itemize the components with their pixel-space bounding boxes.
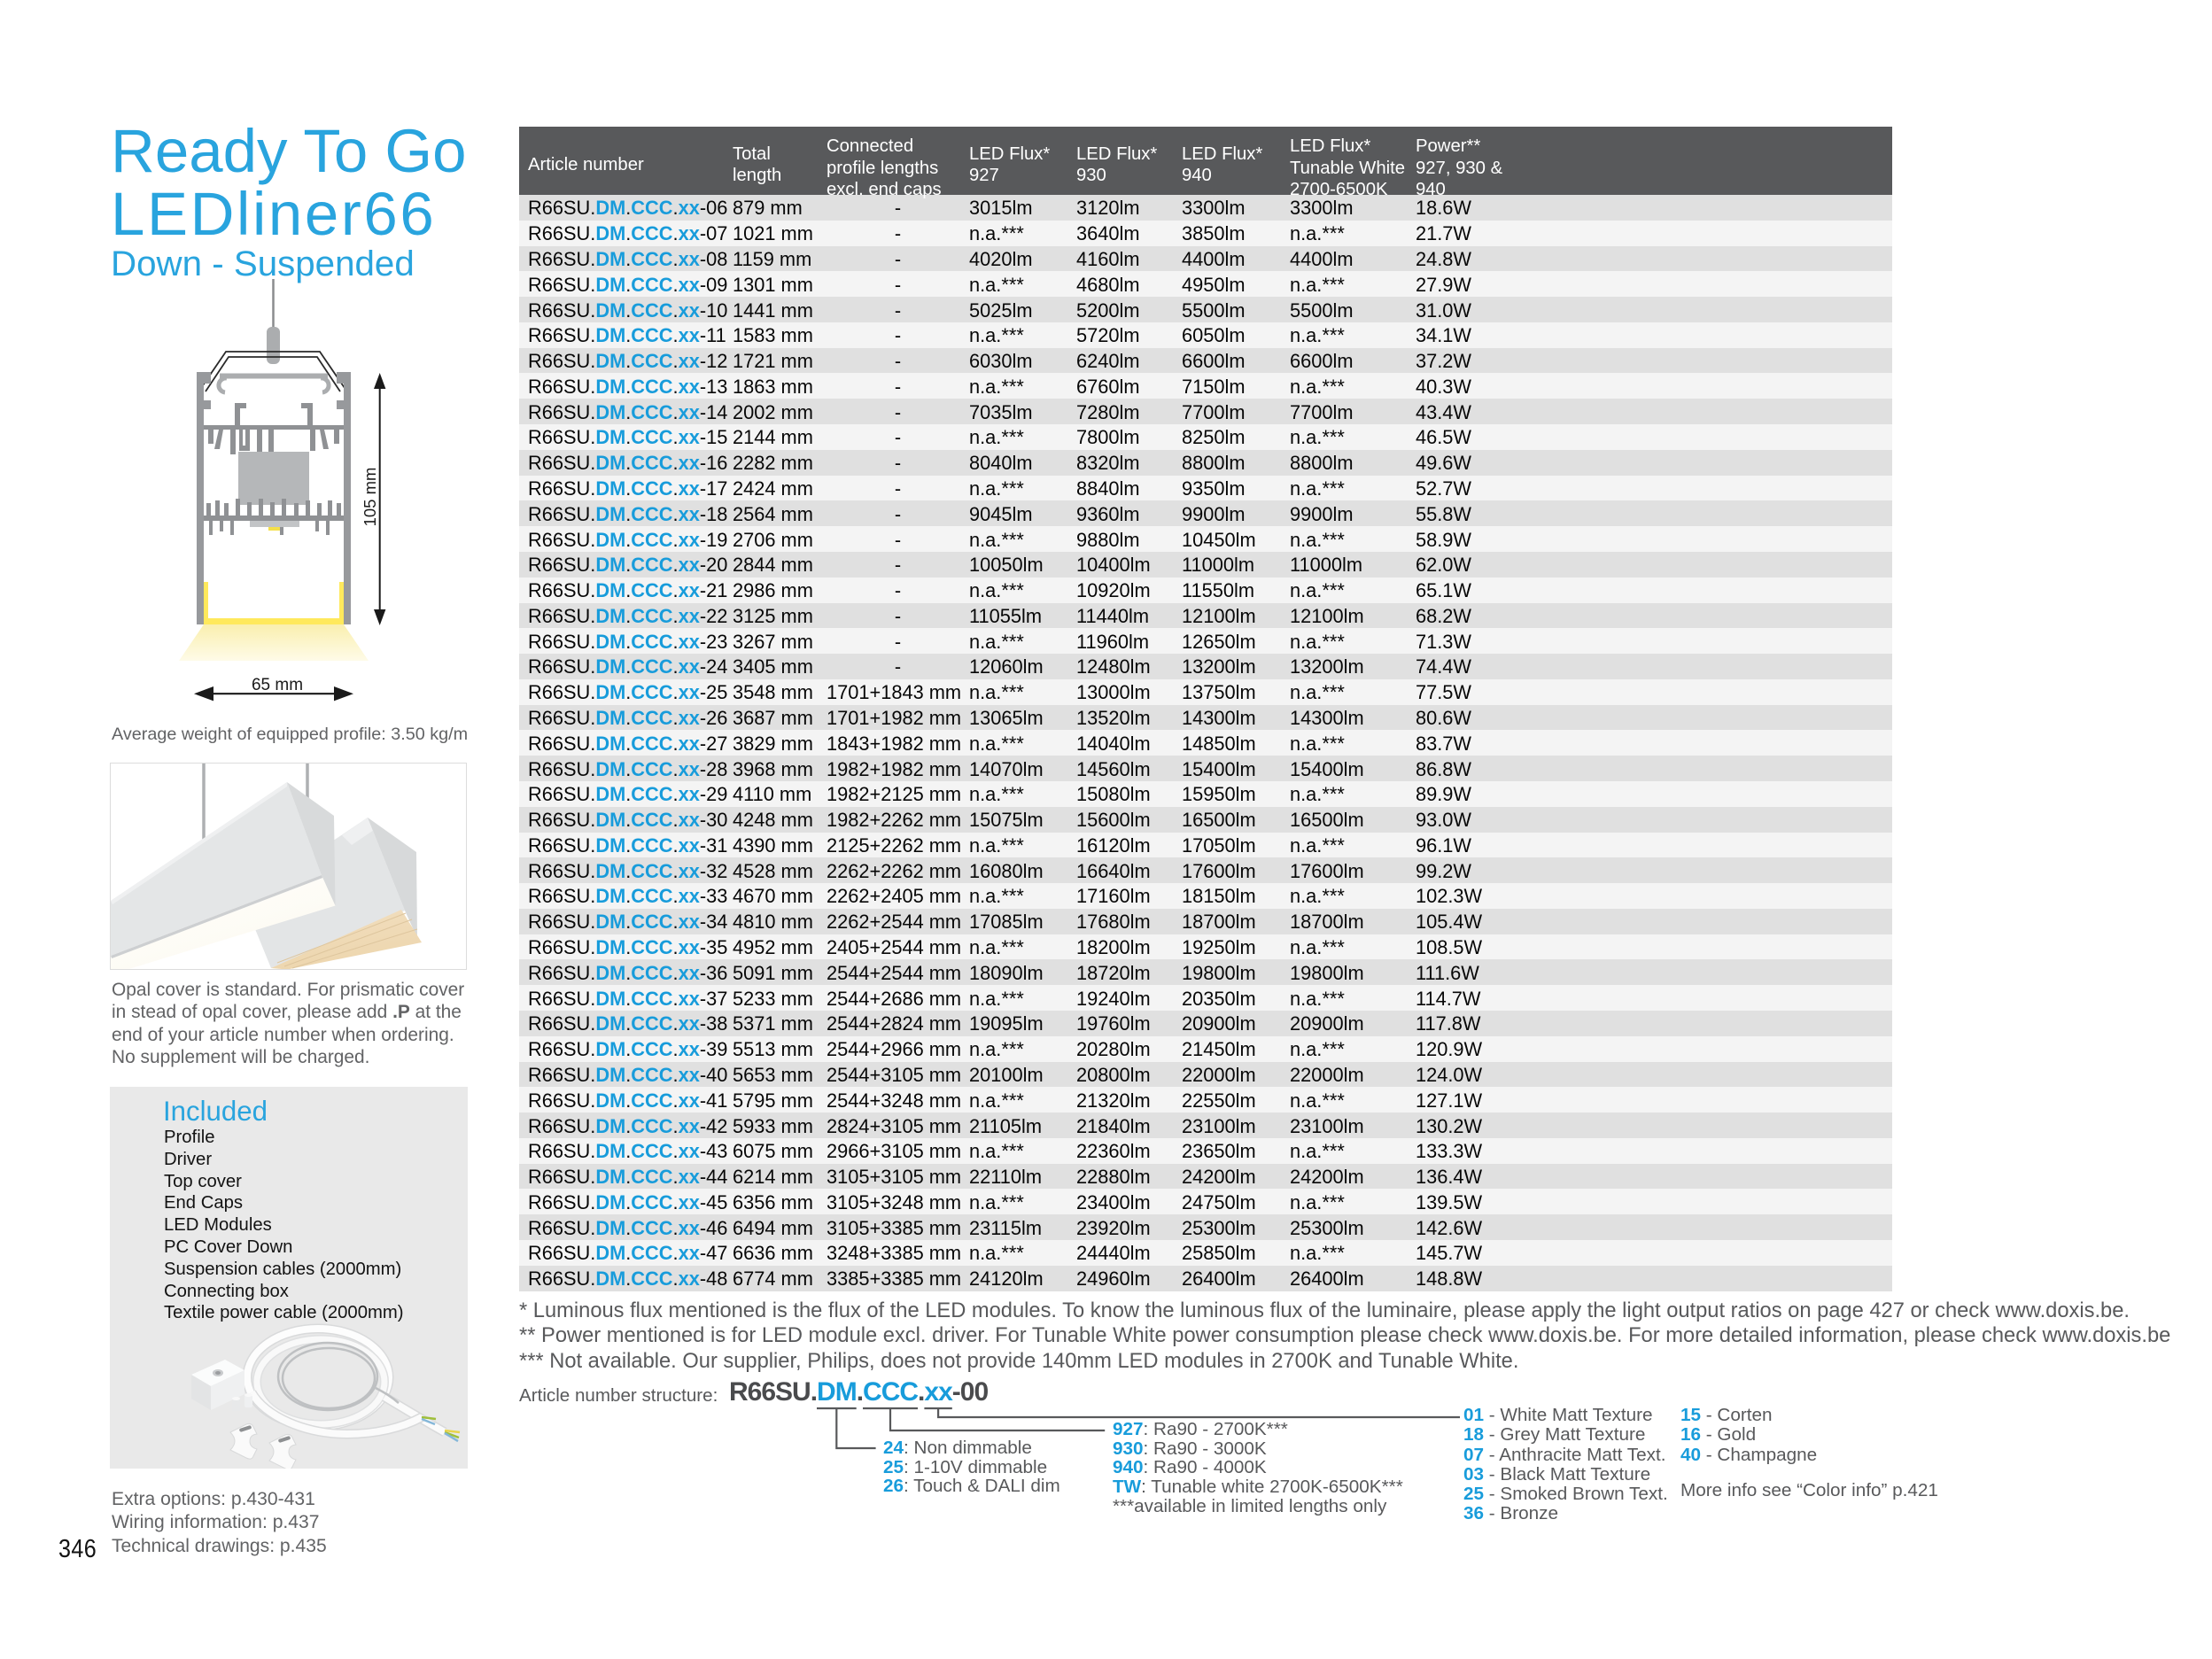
svg-text:105 mm: 105 mm [361,468,379,527]
svg-text:65 mm: 65 mm [252,676,303,694]
